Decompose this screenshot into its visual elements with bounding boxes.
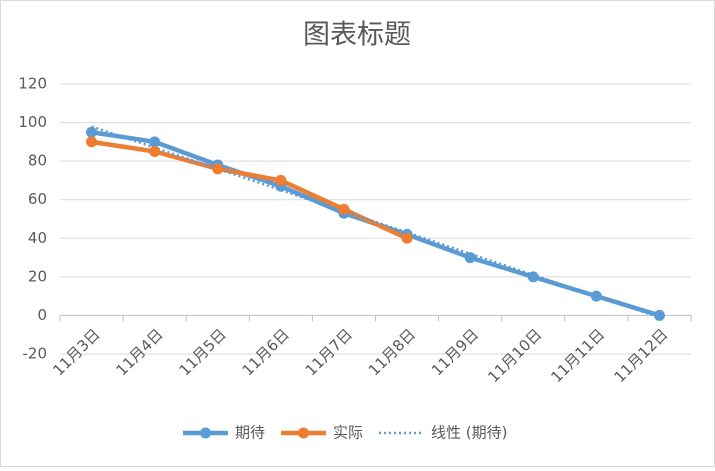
y-tick-label: 0 xyxy=(37,306,47,324)
marker xyxy=(464,252,476,264)
legend-marker xyxy=(298,427,310,439)
series-line xyxy=(91,139,408,241)
marker xyxy=(275,174,287,186)
chart-title: 图表标题 xyxy=(303,20,411,51)
y-tick-label: 60 xyxy=(28,190,47,208)
y-tick-label: 40 xyxy=(28,229,47,247)
marker xyxy=(338,203,350,215)
marker xyxy=(149,146,161,157)
marker xyxy=(86,126,98,138)
legend-label: 期待 xyxy=(235,424,265,442)
legend-label: 线性 (期待) xyxy=(431,424,507,442)
y-tick-label: 100 xyxy=(18,113,47,131)
y-tick-label: 120 xyxy=(18,75,47,93)
marker xyxy=(149,136,161,148)
marker xyxy=(590,290,602,302)
marker xyxy=(401,232,413,244)
y-tick-label: 80 xyxy=(28,152,47,170)
marker xyxy=(653,309,665,321)
marker xyxy=(212,163,224,175)
legend-marker xyxy=(200,427,211,439)
y-tick-label: -20 xyxy=(23,345,48,363)
marker xyxy=(527,271,539,283)
marker xyxy=(86,136,98,148)
legend-label: 实际 xyxy=(333,424,363,442)
y-tick-label: 20 xyxy=(28,267,47,285)
